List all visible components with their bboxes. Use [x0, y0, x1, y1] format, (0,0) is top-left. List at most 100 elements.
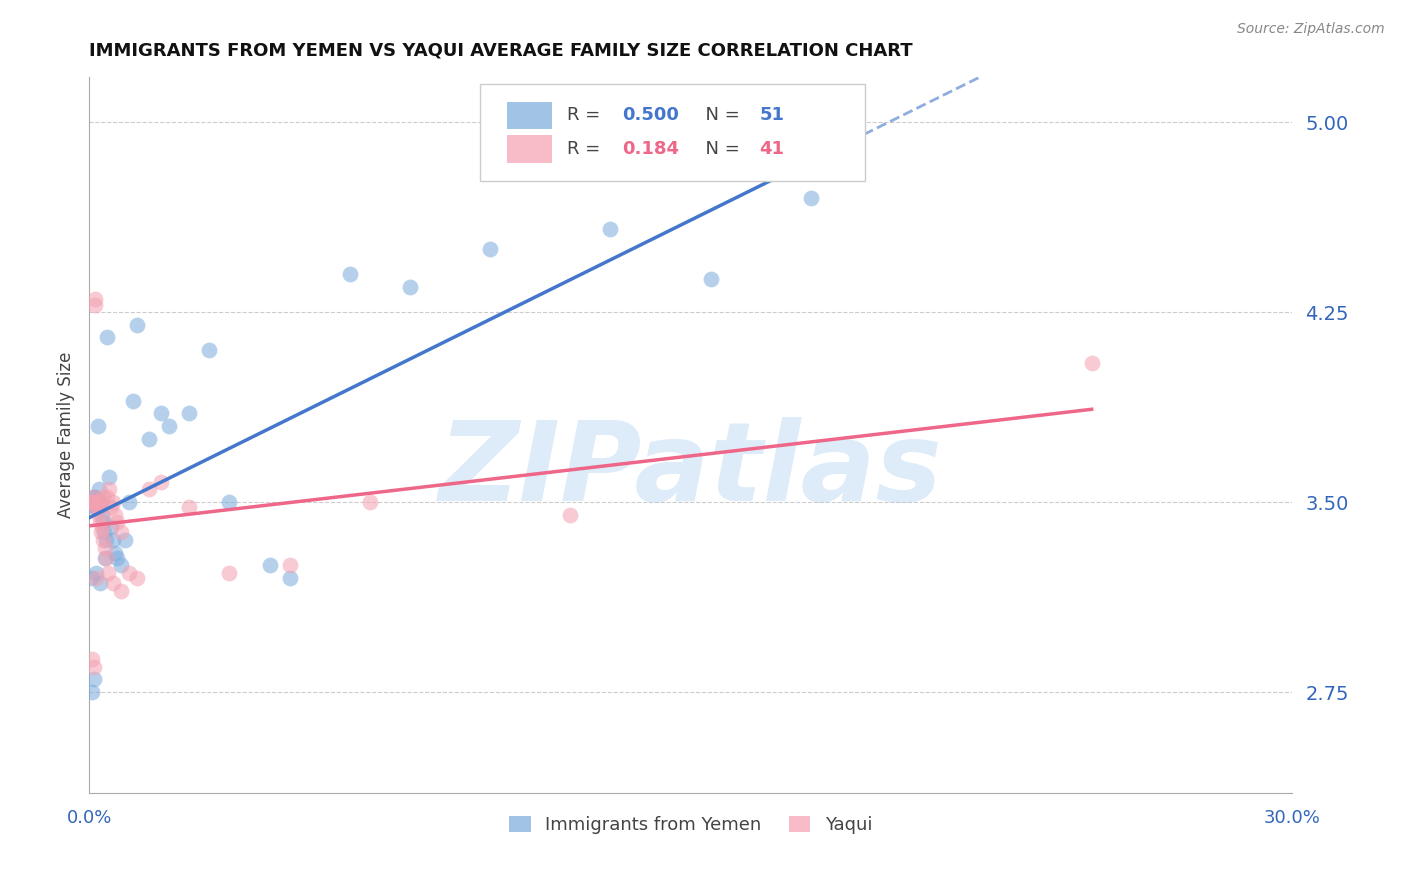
Point — [198, 343, 221, 358]
Point — [90, 495, 112, 509]
Point — [93, 525, 115, 540]
Point — [339, 267, 361, 281]
Point — [259, 558, 281, 573]
Point — [179, 407, 201, 421]
Point — [87, 419, 110, 434]
Point — [100, 520, 122, 534]
Point — [599, 221, 621, 235]
Point — [101, 576, 124, 591]
Point — [84, 297, 107, 311]
Point — [104, 508, 127, 522]
Point — [127, 318, 149, 332]
Point — [359, 495, 381, 509]
Point — [80, 571, 103, 585]
Point — [84, 495, 107, 509]
Text: Source: ZipAtlas.com: Source: ZipAtlas.com — [1237, 22, 1385, 37]
Point — [104, 546, 127, 560]
Point — [98, 469, 121, 483]
Point — [91, 533, 114, 547]
Point — [82, 495, 104, 509]
Point — [83, 659, 105, 673]
Text: R =: R = — [567, 106, 612, 124]
Point — [80, 495, 103, 509]
Point — [87, 495, 110, 509]
Point — [105, 550, 128, 565]
Text: 0.500: 0.500 — [621, 106, 679, 124]
Point — [101, 533, 124, 547]
Point — [89, 516, 111, 530]
Point — [80, 495, 103, 509]
Point — [218, 566, 240, 580]
Point — [83, 495, 105, 509]
Point — [150, 475, 173, 489]
Text: 0.184: 0.184 — [621, 140, 679, 158]
Point — [399, 280, 422, 294]
Point — [1080, 356, 1102, 370]
Bar — [506, 102, 553, 129]
Point — [82, 495, 104, 509]
Text: IMMIGRANTS FROM YEMEN VS YAQUI AVERAGE FAMILY SIZE CORRELATION CHART: IMMIGRANTS FROM YEMEN VS YAQUI AVERAGE F… — [89, 42, 912, 60]
Point — [138, 483, 160, 497]
Point — [118, 566, 141, 580]
Legend: Immigrants from Yemen, Yaqui: Immigrants from Yemen, Yaqui — [509, 816, 872, 835]
Point — [94, 541, 117, 555]
Point — [91, 516, 114, 530]
Point — [114, 533, 136, 547]
Point — [105, 516, 128, 530]
Point — [83, 500, 105, 515]
Point — [90, 525, 112, 540]
Point — [100, 500, 122, 515]
Text: ZIPatlas: ZIPatlas — [439, 417, 942, 524]
Point — [82, 495, 104, 509]
Point — [84, 490, 107, 504]
Text: 51: 51 — [759, 106, 785, 124]
Point — [278, 558, 301, 573]
Point — [157, 419, 180, 434]
Point — [127, 571, 149, 585]
Point — [97, 566, 120, 580]
Text: R =: R = — [567, 140, 612, 158]
Point — [179, 500, 201, 515]
Point — [82, 652, 104, 666]
Point — [84, 500, 107, 515]
Point — [84, 500, 107, 515]
Point — [218, 495, 240, 509]
Point — [82, 685, 104, 699]
Point — [84, 293, 107, 307]
Point — [98, 483, 121, 497]
Point — [84, 571, 107, 585]
Point — [94, 550, 117, 565]
Point — [87, 500, 110, 515]
Point — [101, 495, 124, 509]
Text: 41: 41 — [759, 140, 785, 158]
Point — [110, 583, 132, 598]
Point — [94, 550, 117, 565]
Y-axis label: Average Family Size: Average Family Size — [58, 351, 75, 518]
Point — [96, 490, 118, 504]
Point — [479, 242, 502, 256]
Point — [87, 495, 110, 509]
Point — [560, 508, 582, 522]
Point — [82, 495, 104, 509]
Point — [82, 490, 104, 504]
Point — [90, 508, 112, 522]
Point — [96, 330, 118, 344]
Point — [110, 525, 132, 540]
Point — [278, 571, 301, 585]
Point — [86, 495, 108, 509]
Point — [86, 495, 108, 509]
Text: N =: N = — [695, 140, 740, 158]
Point — [118, 495, 141, 509]
Point — [122, 393, 145, 408]
Point — [89, 500, 111, 515]
Point — [89, 576, 111, 591]
Point — [84, 566, 107, 580]
Point — [91, 490, 114, 504]
Bar — [506, 136, 553, 162]
Point — [800, 191, 823, 205]
Point — [94, 533, 117, 547]
FancyBboxPatch shape — [479, 84, 865, 180]
Point — [138, 432, 160, 446]
Point — [90, 520, 112, 534]
Point — [83, 490, 105, 504]
